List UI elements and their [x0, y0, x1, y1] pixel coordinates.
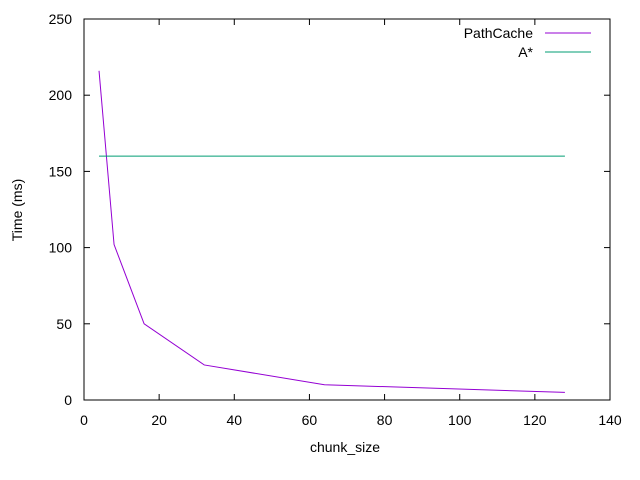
- x-tick-labels: 0 20 40 60 80 100 120 140: [80, 412, 622, 428]
- axis-ticks: [83, 18, 611, 401]
- y-tick-label: 150: [49, 163, 73, 179]
- legend: PathCache A*: [464, 25, 591, 60]
- y-tick-label: 50: [56, 316, 72, 332]
- series-line-pathcache: [98, 70, 565, 393]
- series-lines: [98, 70, 565, 393]
- x-tick-label: 60: [302, 412, 318, 428]
- y-tick-label: 250: [49, 11, 73, 27]
- plot-frame: [83, 18, 611, 401]
- x-tick-label: 0: [80, 412, 88, 428]
- y-tick-label: 0: [64, 392, 72, 408]
- y-tick-label: 100: [49, 240, 73, 256]
- x-tick-label: 100: [448, 412, 472, 428]
- x-tick-label: 140: [598, 412, 622, 428]
- x-tick-label: 120: [523, 412, 547, 428]
- y-tick-labels: 0 50 100 150 200 250: [49, 11, 73, 408]
- legend-label-a: A*: [518, 44, 533, 60]
- x-tick-label: 20: [151, 412, 167, 428]
- x-axis-label: chunk_size: [310, 439, 380, 455]
- legend-label-pathcache: PathCache: [464, 25, 533, 41]
- x-tick-label: 40: [226, 412, 242, 428]
- y-tick-label: 200: [49, 87, 73, 103]
- x-tick-label: 80: [377, 412, 393, 428]
- y-axis-label: Time (ms): [9, 179, 25, 241]
